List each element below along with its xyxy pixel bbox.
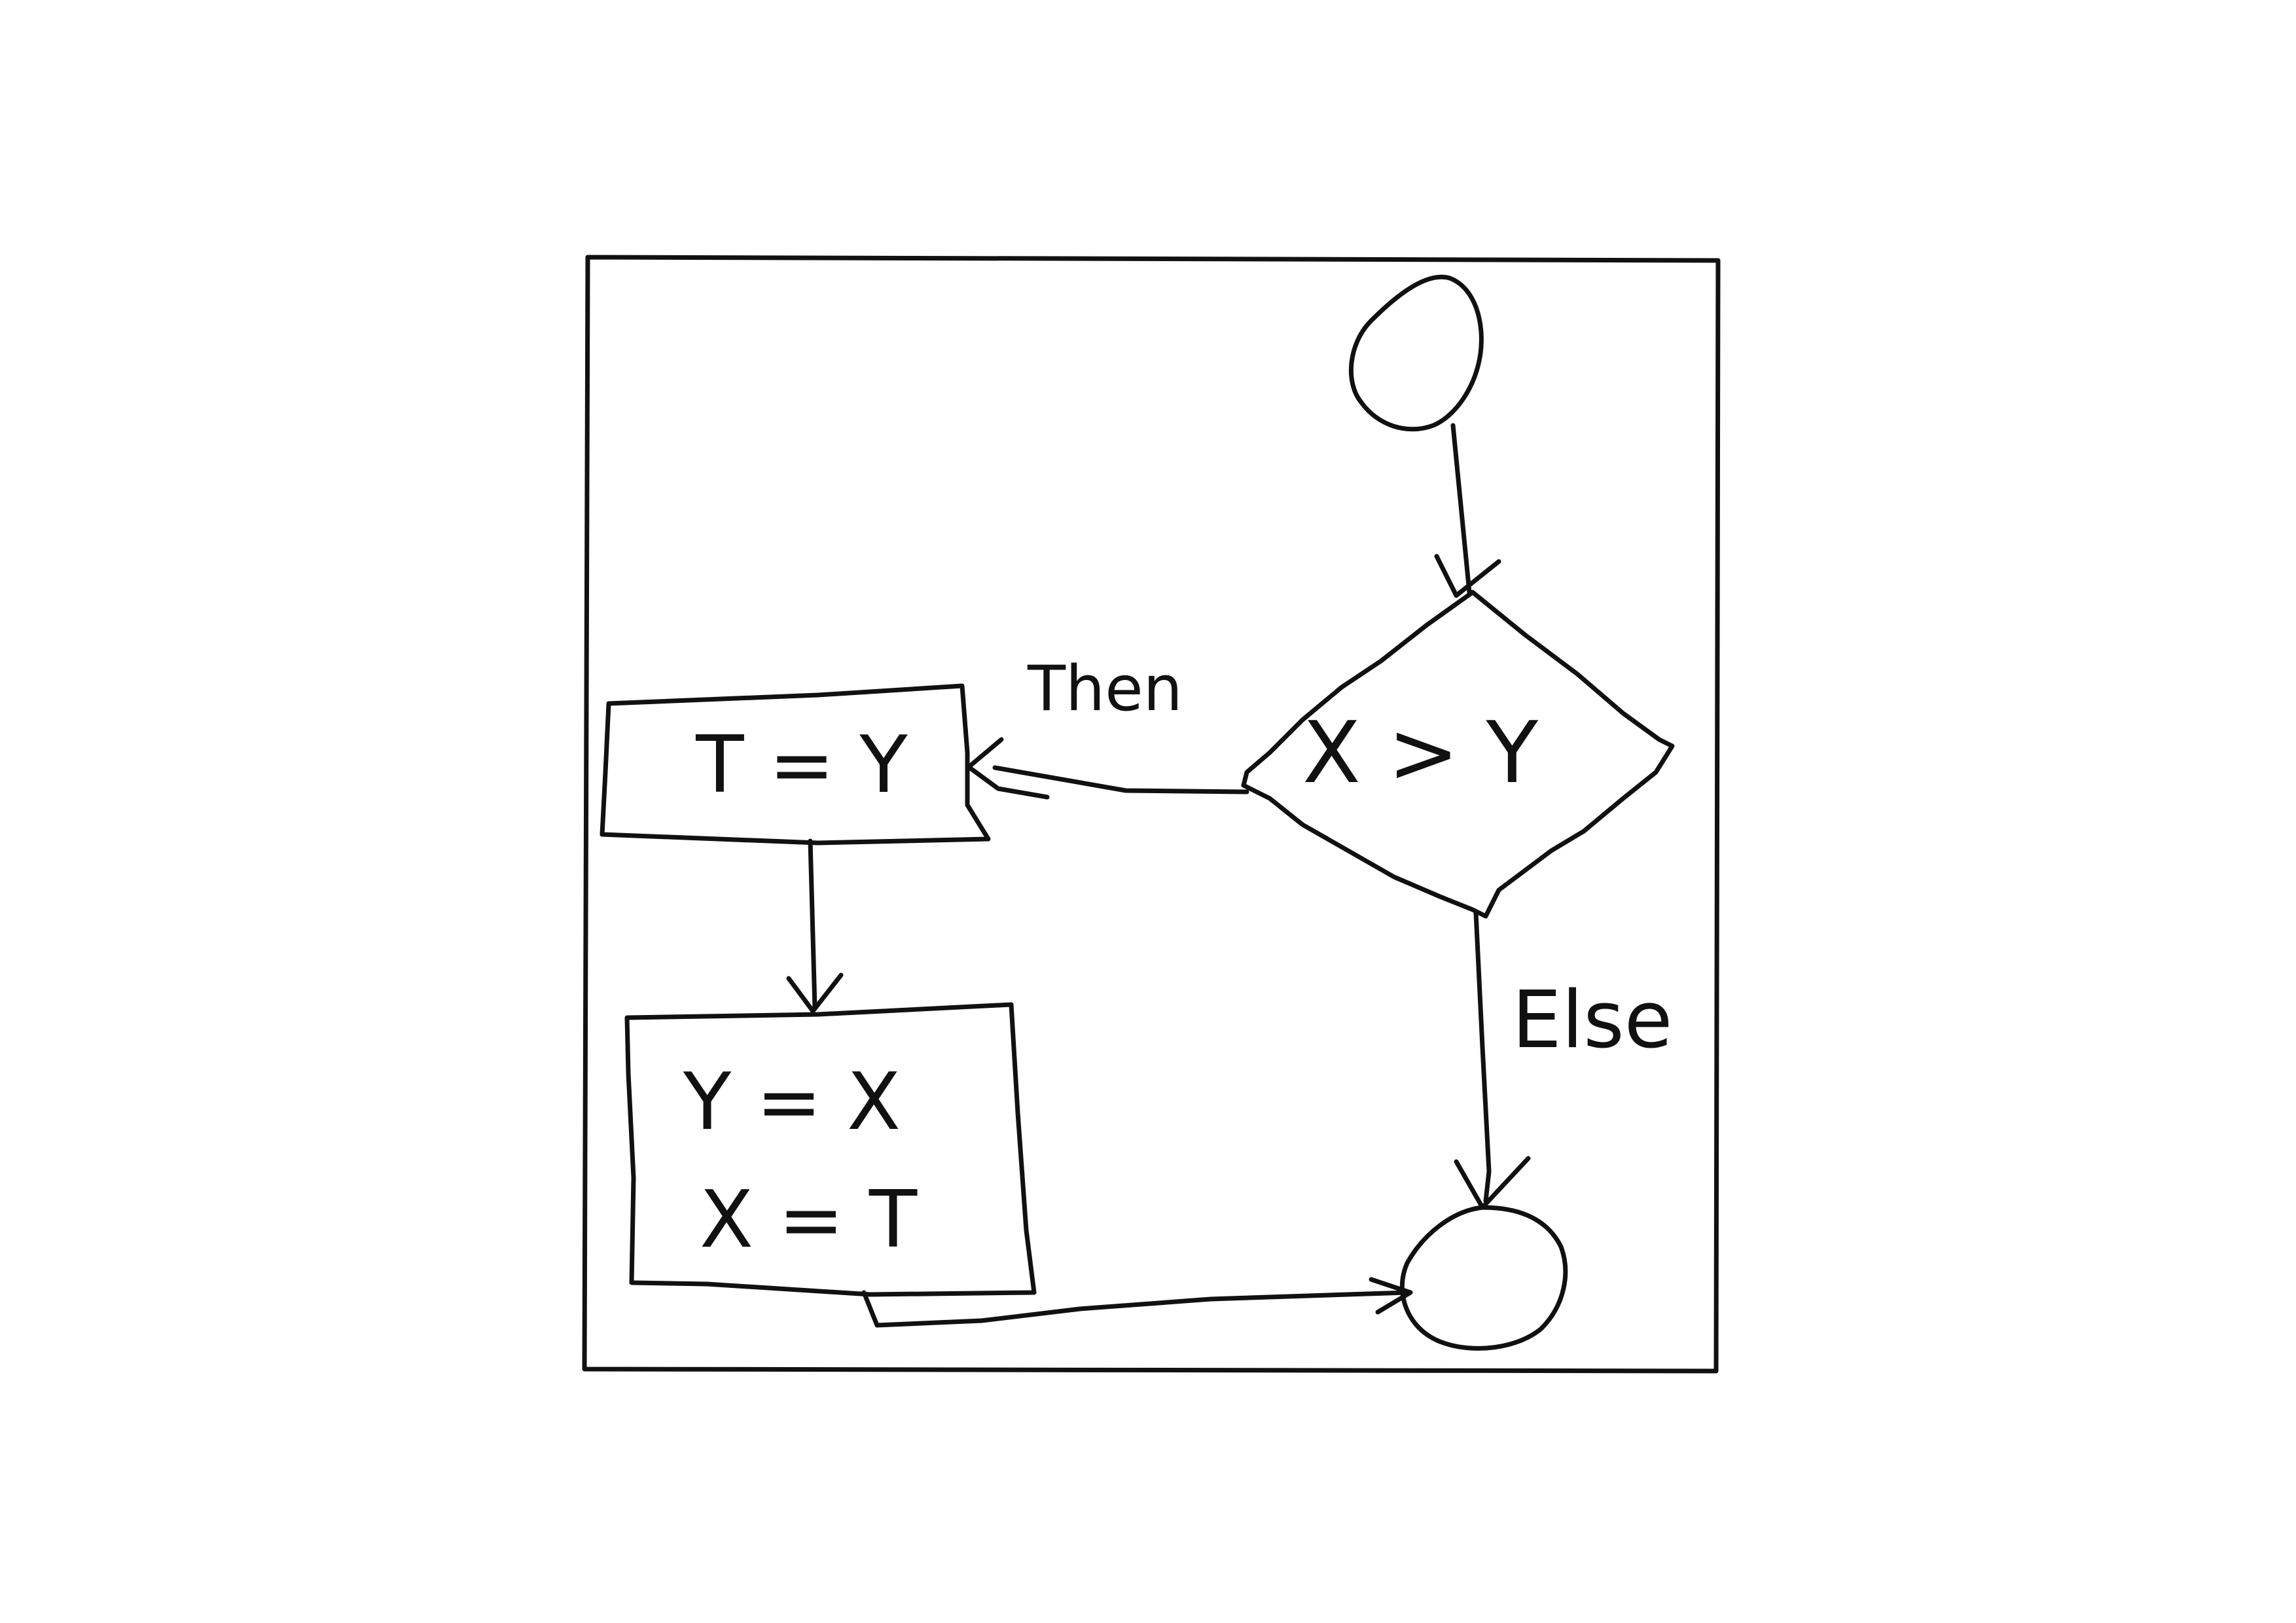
- edge-start-to-decision: [1450, 423, 1472, 595]
- edge-assign-t-to-swap: [808, 838, 817, 1010]
- arrowhead-swap: [786, 972, 844, 1014]
- decision-node: [1241, 590, 1675, 919]
- assign-t-label: T = Y: [695, 720, 908, 811]
- swap-node: [624, 1002, 1037, 1297]
- arrowhead-end-top: [1454, 1156, 1531, 1210]
- arrowhead-assign-t: [966, 737, 1050, 800]
- end-node: [1399, 1205, 1568, 1351]
- edge-swap-to-end: [861, 1290, 1410, 1328]
- edge-decision-to-assign-t: [992, 765, 1249, 794]
- arrowhead-end-left: [1369, 1277, 1413, 1315]
- start-node: [1348, 274, 1484, 432]
- arrowhead-decision-top: [1434, 554, 1501, 598]
- else-label: Else: [1512, 975, 1673, 1066]
- then-label: Then: [1027, 653, 1183, 725]
- decision-label: X > Y: [1302, 703, 1539, 802]
- edge-decision-to-end: [1473, 910, 1492, 1204]
- swap-line-2: X = T: [700, 1175, 918, 1266]
- diagram-frame: [582, 255, 1721, 1374]
- assign-t-node: [600, 683, 991, 846]
- swap-line-1: Y = X: [683, 1057, 901, 1148]
